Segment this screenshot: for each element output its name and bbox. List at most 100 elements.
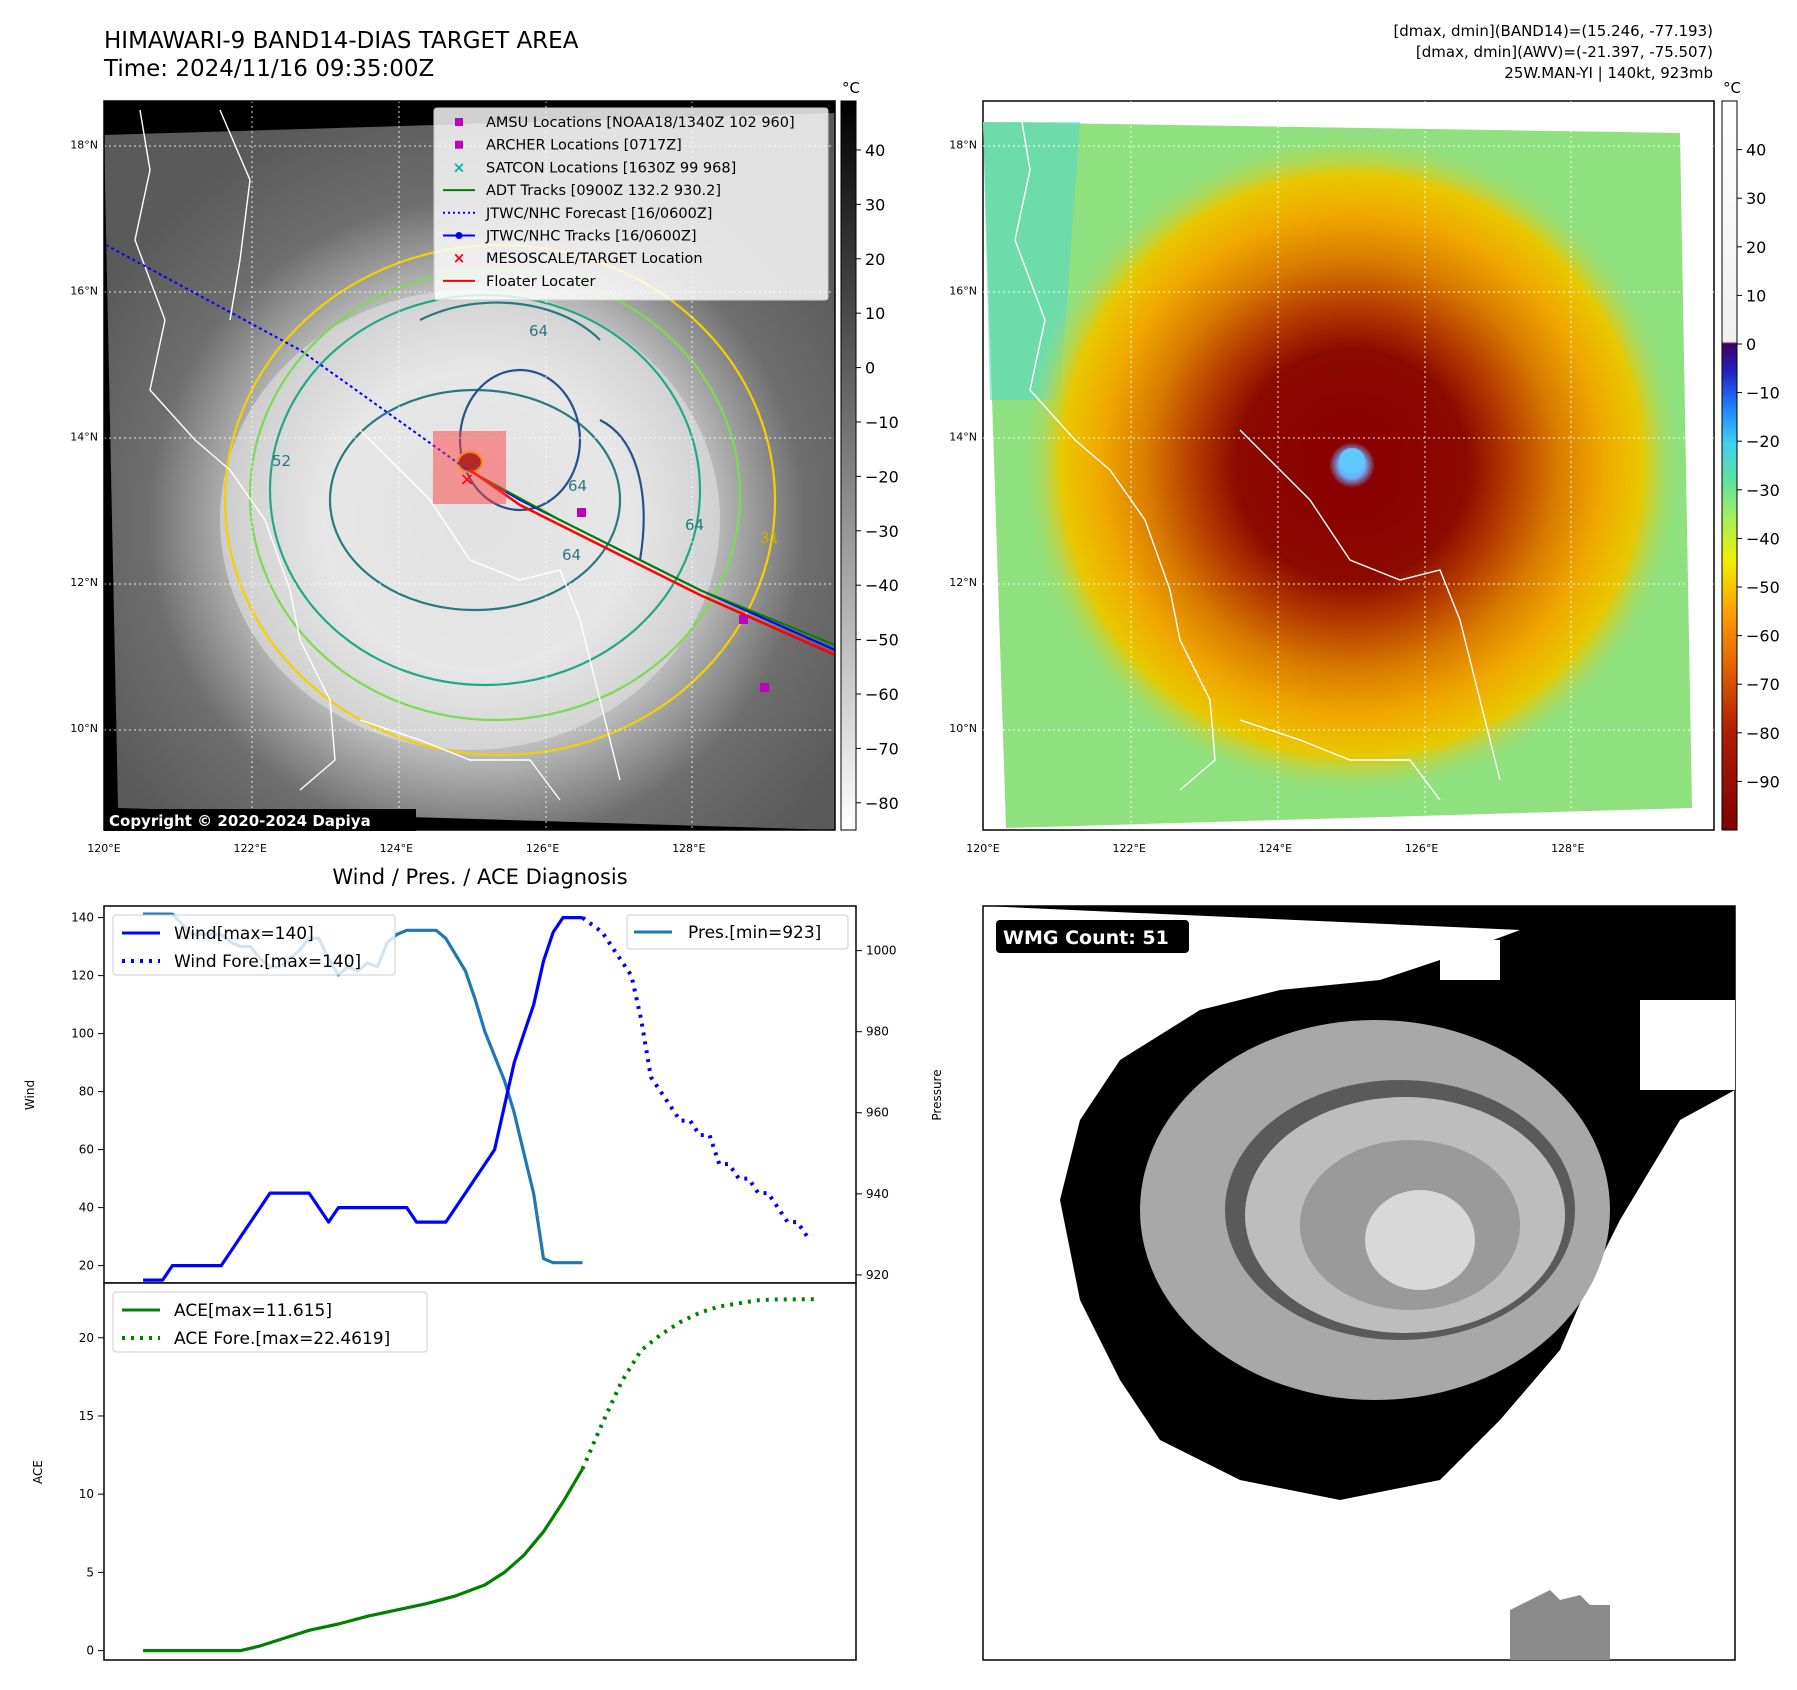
legend-marker	[455, 140, 463, 149]
lon-label: 120°E	[87, 842, 120, 855]
ace-ylabel: ACE	[31, 1460, 45, 1484]
ace-tick-label: 20	[79, 1331, 94, 1345]
wmg-white-patch	[1440, 940, 1500, 980]
ace-tick-label: 0	[86, 1644, 94, 1658]
colorbar-tick-label: −40	[1746, 529, 1780, 548]
wind-forecast-line	[581, 915, 809, 1238]
lon-label: 122°E	[233, 842, 266, 855]
colorbar-tick-label: 0	[865, 359, 875, 378]
amsu-marker-2	[760, 683, 769, 692]
lat-label: 16°N	[70, 285, 98, 298]
colorbar-tick-label: −20	[865, 467, 899, 486]
wind-tick-label: 140	[71, 911, 94, 925]
lon-label: 126°E	[1405, 842, 1438, 855]
colorbar-tick-label: −30	[865, 522, 899, 541]
legend-label: AMSU Locations [NOAA18/1340Z 102 960]	[486, 115, 795, 131]
wind-legend-label: Wind[max=140]	[174, 924, 314, 944]
archer-marker	[739, 615, 748, 624]
wmg-lower-blob	[1510, 1590, 1610, 1660]
lat-labels-left: 18°N 16°N 14°N 12°N 10°N	[70, 139, 98, 735]
colorbar-tick-label: 20	[865, 250, 885, 269]
lat-label: 12°N	[70, 576, 98, 589]
wind-tick-label: 40	[79, 1201, 94, 1215]
colorbar-tick-label: 30	[865, 195, 885, 214]
wmg-panel: WMG Count: 51	[982, 905, 1736, 1661]
chart-title: HIMAWARI-9 BAND14-DIAS TARGET AREA	[104, 28, 579, 54]
legend-label: ADT Tracks [0900Z 132.2 930.2]	[486, 183, 721, 199]
colorbar-gray-unit: °C	[842, 79, 860, 97]
legend-marker	[455, 232, 463, 239]
jtwc-forecast-track	[105, 244, 466, 469]
awv-eye	[1339, 448, 1365, 474]
dmax-awv: [dmax, dmin](AWV)=(-21.397, -75.507)	[1415, 43, 1713, 61]
colorbar-tick-label: 40	[1746, 141, 1766, 160]
pressure-tick-label: 920	[866, 1268, 889, 1282]
colorbar-tick-label: −70	[1746, 675, 1780, 694]
lat-label: 10°N	[70, 722, 98, 735]
coastlines	[134, 109, 621, 801]
colorbar-tick-label: 40	[865, 141, 885, 160]
contour-label-1: 64	[529, 322, 548, 340]
lon-label: 124°E	[1259, 842, 1292, 855]
ir-map-panel: × 64 52 64 64 64 31 Copyright © 2020-202…	[103, 100, 836, 831]
lon-label: 126°E	[526, 842, 559, 855]
legend-label: SATCON Locations [1630Z 99 968]	[486, 160, 736, 176]
contour-label-3: 64	[568, 477, 587, 495]
lon-label: 122°E	[1112, 842, 1145, 855]
wmg-label-bg	[996, 920, 1189, 953]
legend-marker: ×	[453, 249, 466, 267]
chart-time: Time: 2024/11/16 09:35:00Z	[104, 56, 435, 82]
lon-label: 120°E	[966, 842, 999, 855]
amsu-marker	[577, 508, 586, 517]
ace-fore-legend-label: ACE Fore.[max=22.4619]	[174, 1329, 390, 1349]
wmg-count: WMG Count: 51	[1003, 927, 1169, 949]
wind-legend: Wind[max=140] Wind Fore.[max=140]	[112, 914, 396, 976]
lat-label: 14°N	[70, 430, 98, 443]
wind-tick-label: 60	[79, 1143, 94, 1157]
copyright-bg	[104, 809, 416, 831]
colorbar-tick-label: −70	[865, 739, 899, 758]
wind-fore-legend-label: Wind Fore.[max=140]	[174, 952, 361, 972]
pressure-tick-label: 940	[866, 1187, 889, 1201]
ace-tick-label: 5	[86, 1565, 94, 1579]
ace-legend: ACE[max=11.615] ACE Fore.[max=22.4619]	[112, 1291, 428, 1353]
legend-marker: ×	[453, 158, 466, 176]
pressure-legend: Pres.[min=923]	[626, 914, 849, 950]
wind-line	[143, 915, 583, 1282]
colorbar-tick-label: 10	[1746, 286, 1766, 305]
wmg-white-patch-2	[1640, 1000, 1735, 1090]
cloud-shield	[220, 290, 720, 750]
lat-label: 12°N	[949, 576, 977, 589]
colorbar-tick-label: −90	[1746, 772, 1780, 791]
mesoscale-marker: ×	[459, 469, 474, 490]
legend-label: Floater Locater	[486, 274, 595, 290]
diag-title: Wind / Pres. / ACE Diagnosis	[332, 865, 627, 889]
colorbar-tick-label: −60	[865, 685, 899, 704]
pressure-tick-label: 1000	[866, 944, 897, 958]
ace-line	[143, 1468, 584, 1653]
storm-info: 25W.MAN-YI | 140kt, 923mb	[1504, 64, 1713, 82]
pressure-tick-label: 980	[866, 1025, 889, 1039]
target-box	[433, 431, 506, 504]
dmax-band14: [dmax, dmin](BAND14)=(15.246, -77.193)	[1393, 22, 1713, 40]
adt-track	[467, 469, 835, 646]
ace-legend-label: ACE[max=11.615]	[174, 1301, 332, 1321]
colorbar-color: °C 40 30 20 10 0 −10 −20 −30 −40 −50 −60 −70 −80 −90	[1721, 79, 1780, 831]
ace-tick-label: 15	[79, 1409, 94, 1423]
lat-label: 18°N	[949, 139, 977, 152]
copyright: Copyright © 2020-2024 Dapiya	[109, 812, 371, 830]
lon-label: 124°E	[380, 842, 413, 855]
lat-label: 10°N	[949, 722, 977, 735]
contour-label-6: 31	[760, 529, 779, 547]
colorbar-tick-label: −80	[1746, 724, 1780, 743]
colorbar-tick-label: −10	[1746, 384, 1780, 403]
colorbar-tick-label: −80	[865, 794, 899, 813]
wind-tick-label: 100	[71, 1027, 94, 1041]
colorbar-gray: °C 40 30 20 10 0 −10 −20 −30 −40 −50 −60 −70 −80	[840, 79, 899, 831]
contour-label-2: 52	[272, 452, 291, 470]
awv-map-panel	[982, 100, 1715, 831]
lat-label: 16°N	[949, 285, 977, 298]
legend-label: JTWC/NHC Tracks [16/0600Z]	[485, 229, 697, 245]
pressure-ylabel: Pressure	[930, 1069, 944, 1120]
lon-label: 128°E	[672, 842, 705, 855]
